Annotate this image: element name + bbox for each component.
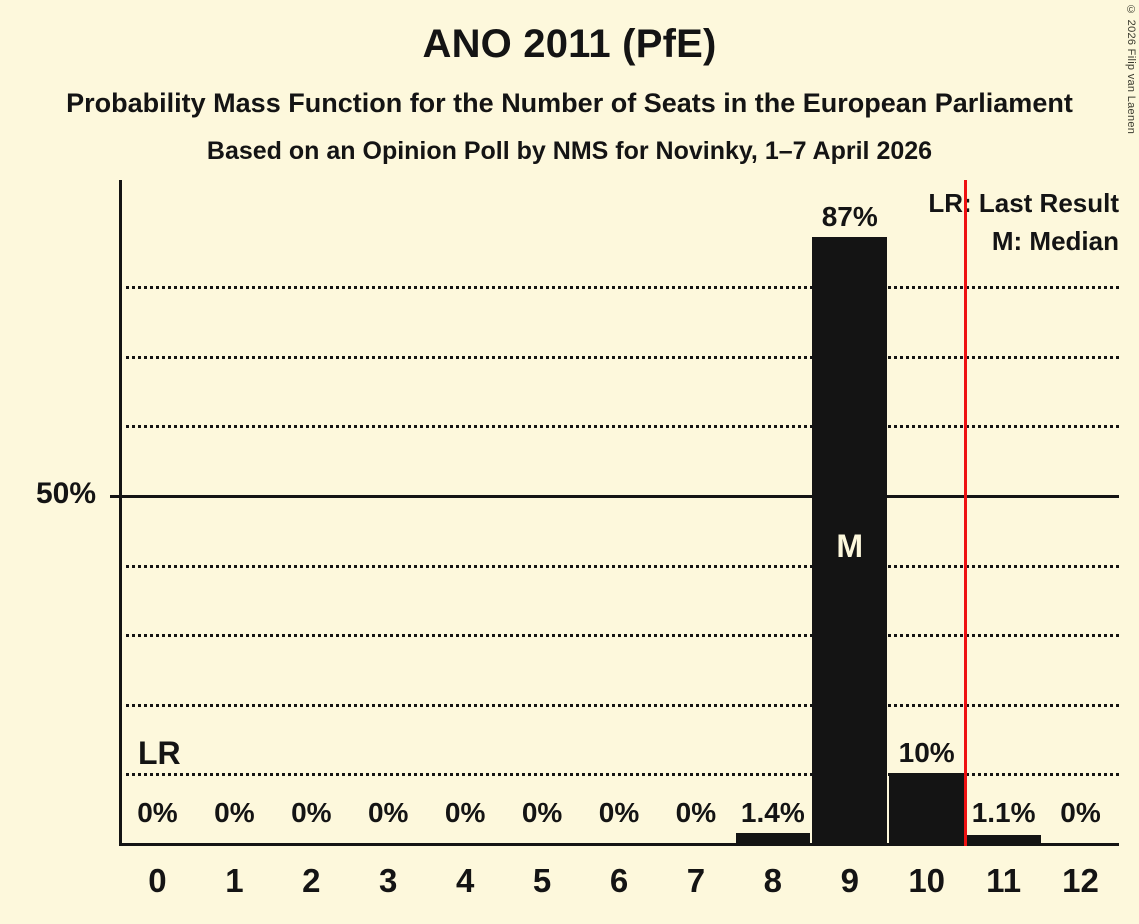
x-axis-tick-label: 1 bbox=[225, 862, 244, 899]
gridline-major-50 bbox=[119, 495, 1119, 498]
plot-area: 50% 0% 0% 0% 0% 0% 0% 0% 0% 1.4% 87% 10% 1.1% 0% M LR bbox=[36, 180, 1119, 846]
x-axis-line bbox=[119, 843, 1119, 846]
bar[interactable] bbox=[889, 773, 964, 843]
chart-legend: LR: Last Result M: Median bbox=[928, 184, 1119, 261]
last-result-marker-label: LR bbox=[138, 735, 181, 772]
y-axis-tick-mark bbox=[110, 495, 120, 498]
bar-value-label: 0% bbox=[444, 797, 486, 828]
bar-value-label: 0% bbox=[367, 797, 409, 828]
chart-subtitle-primary: Probability Mass Function for the Number… bbox=[66, 88, 1073, 118]
chart-subtitle-source: Based on an Opinion Poll by NMS for Novi… bbox=[206, 137, 933, 165]
x-axis-tick-label: 6 bbox=[609, 862, 629, 899]
bar-value-label: 0% bbox=[1060, 797, 1101, 828]
x-axis-tick-label: 8 bbox=[763, 862, 783, 899]
x-axis-tick-label: 0 bbox=[148, 862, 167, 899]
chart-title: ANO 2011 (PfE) bbox=[422, 22, 717, 66]
copyright-notice: © 2026 Filip van Laenen bbox=[1125, 4, 1137, 135]
x-axis-tick-label: 5 bbox=[532, 862, 552, 899]
x-axis-tick-label: 9 bbox=[840, 862, 859, 899]
last-result-line bbox=[964, 180, 968, 846]
bar[interactable] bbox=[812, 237, 888, 843]
gridline-minor bbox=[119, 425, 1119, 429]
x-axis-tick-label: 4 bbox=[455, 862, 475, 899]
bar-value-label: 0% bbox=[598, 797, 640, 828]
gridline-minor bbox=[119, 634, 1119, 638]
bar-value-label: 87% bbox=[821, 201, 878, 233]
x-axis-tick-label: 10 bbox=[908, 862, 946, 899]
bar-value-label: 0% bbox=[137, 797, 178, 828]
bar-value-label: 0% bbox=[214, 797, 255, 828]
bar-value-label: 0% bbox=[291, 797, 332, 828]
bar-value-label: 0% bbox=[675, 797, 717, 828]
x-axis-tick-label: 7 bbox=[686, 862, 706, 899]
y-axis-line bbox=[119, 180, 122, 845]
gridline-minor bbox=[119, 286, 1119, 290]
bar[interactable] bbox=[966, 835, 1041, 843]
x-axis-tick-label: 12 bbox=[1062, 862, 1099, 899]
legend-item-median: M: Median bbox=[991, 226, 1119, 257]
gridline-minor bbox=[119, 773, 1119, 777]
legend-item-last-result: LR: Last Result bbox=[928, 188, 1119, 218]
bar-value-label: 0% bbox=[521, 797, 563, 828]
gridline-minor bbox=[119, 564, 1119, 568]
median-marker-label: M bbox=[836, 528, 864, 564]
gridline-minor bbox=[119, 355, 1119, 359]
bar-value-label: 1.4% bbox=[740, 797, 805, 828]
x-axis-tick-label: 2 bbox=[302, 862, 321, 899]
bar-value-label: 1.1% bbox=[971, 797, 1036, 828]
gridline-minor bbox=[119, 703, 1119, 707]
y-axis-tick-label: 50% bbox=[35, 477, 96, 510]
x-axis-tick-label: 11 bbox=[986, 862, 1022, 899]
x-axis-tick-label: 3 bbox=[379, 862, 398, 899]
bar-value-label: 10% bbox=[898, 737, 955, 769]
bar[interactable] bbox=[735, 833, 811, 843]
